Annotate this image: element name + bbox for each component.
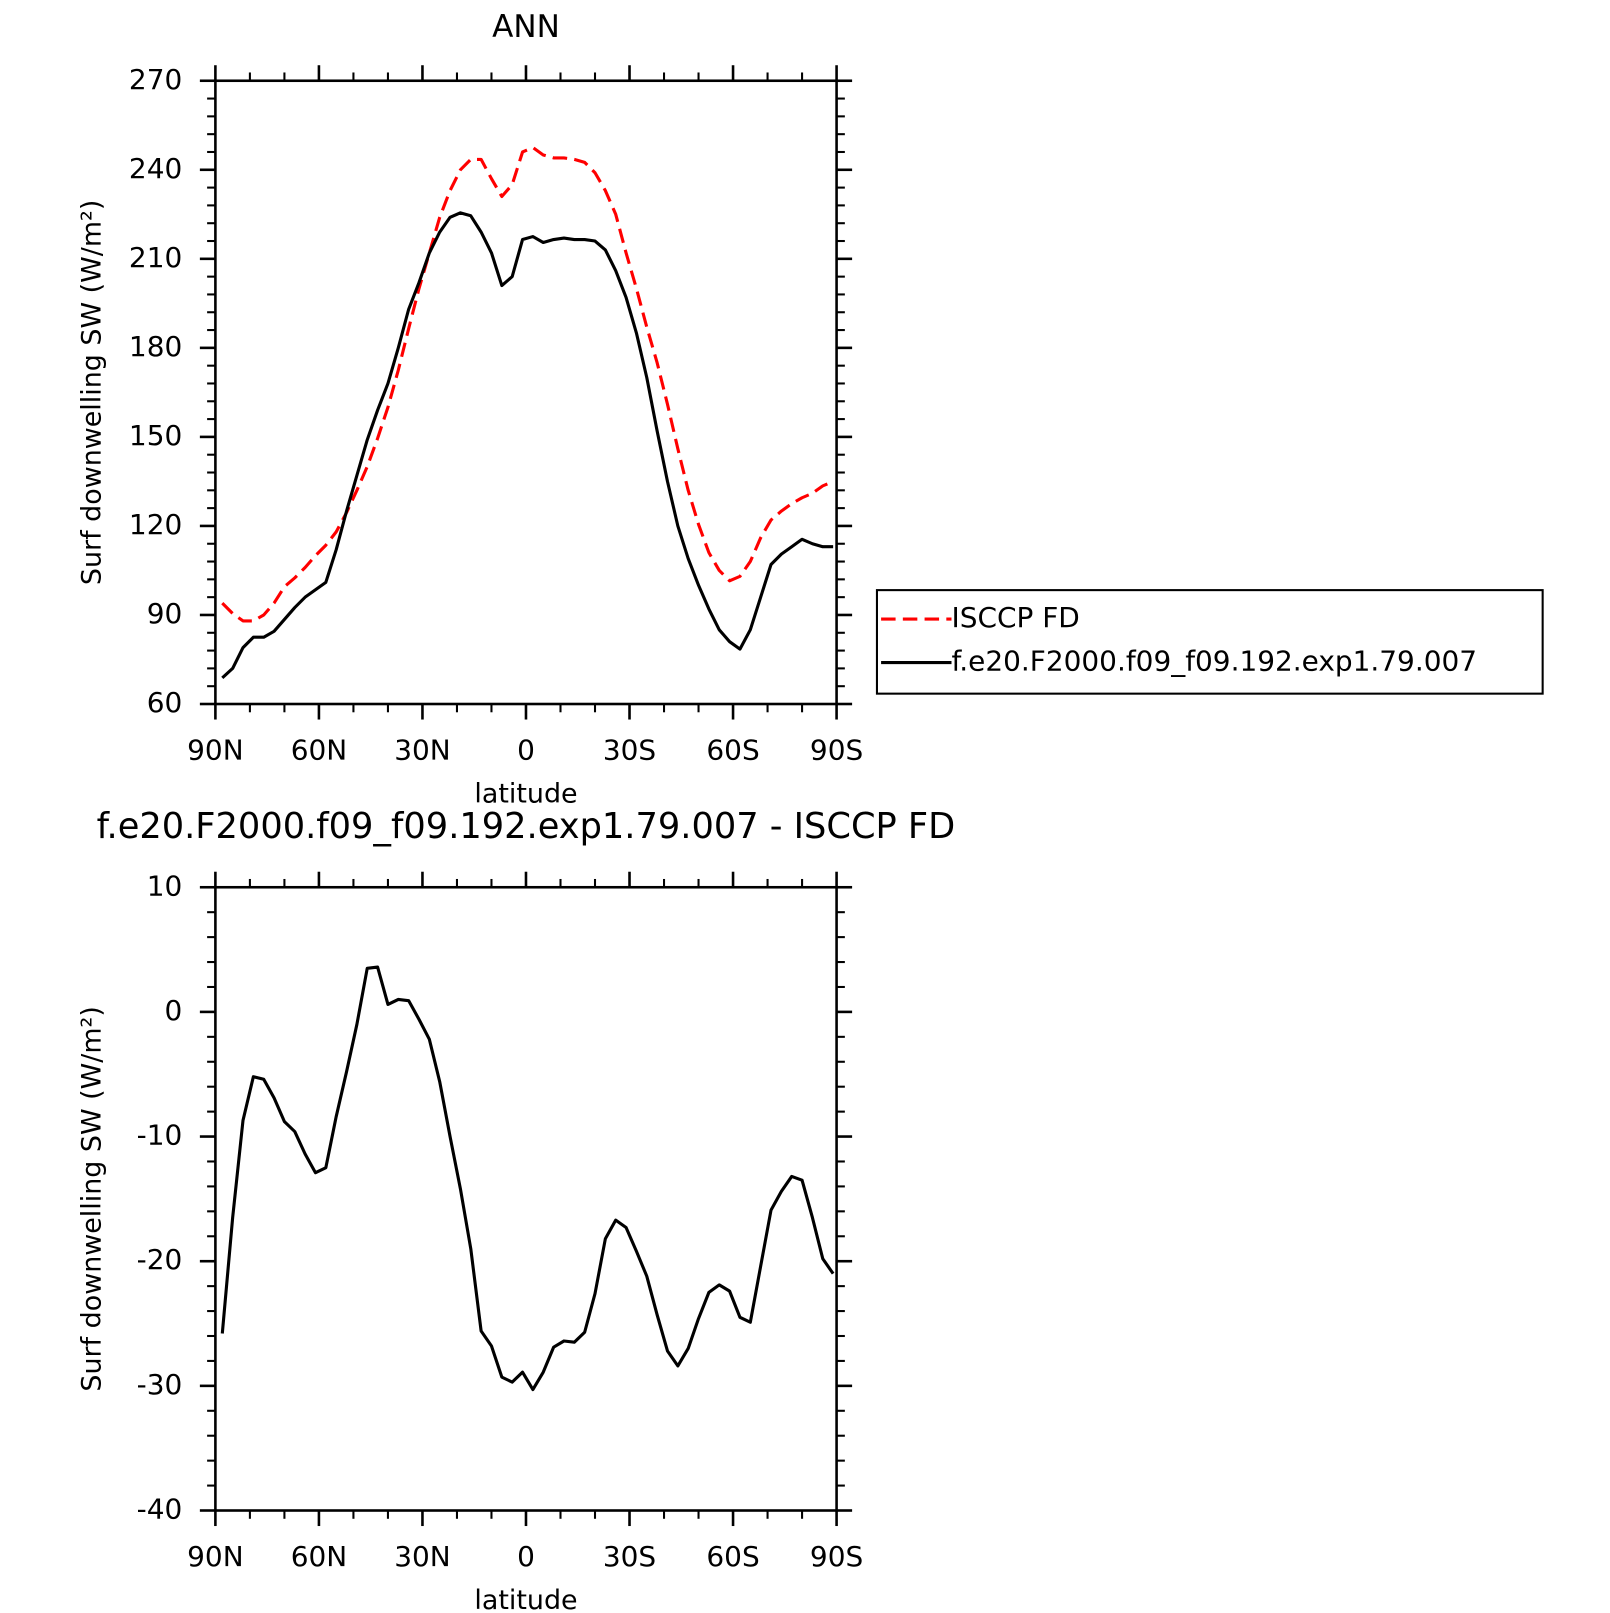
y-tick-label: 60 [147, 686, 183, 719]
y-axis-label: Surf downwelling SW (W/m²) [77, 200, 108, 585]
legend-box [875, 589, 1544, 695]
x-axis-label: latitude [474, 779, 577, 810]
y-tick-label: -40 [137, 1493, 183, 1526]
y-tick-label: 180 [129, 330, 182, 363]
legend-label: f.e20.F2000.f09_f09.192.exp1.79.007 [951, 645, 1477, 678]
x-tick-label: 60S [706, 734, 759, 767]
x-tick-label: 30S [603, 734, 656, 767]
y-tick-label: 150 [129, 419, 182, 452]
x-tick-label: 60N [291, 734, 347, 767]
y-tick-label: 0 [164, 994, 182, 1027]
y-tick-label: 10 [147, 869, 183, 902]
plot-frame [214, 79, 838, 706]
data-line [221, 145, 834, 623]
x-tick-label: 90N [187, 1540, 243, 1573]
chart-title: f.e20.F2000.f09_f09.192.exp1.79.007 - IS… [97, 806, 956, 847]
plot-frame [214, 885, 838, 1512]
y-tick-label: 210 [129, 241, 182, 274]
y-axis-label: Surf downwelling SW (W/m²) [77, 1006, 108, 1391]
legend-label: ISCCP FD [951, 601, 1079, 634]
x-axis-label: latitude [474, 1585, 577, 1613]
x-tick-label: 90S [810, 734, 863, 767]
x-tick-label: 60S [706, 1540, 759, 1573]
x-tick-label: 30N [394, 734, 450, 767]
x-tick-label: 90S [810, 1540, 863, 1573]
x-tick-label: 30N [394, 1540, 450, 1573]
y-tick-label: -10 [137, 1119, 183, 1152]
chart-title: ANN [492, 9, 560, 45]
y-tick-label: -30 [137, 1368, 183, 1401]
x-tick-label: 90N [187, 734, 243, 767]
data-line [220, 965, 835, 1392]
x-tick-label: 30S [603, 1540, 656, 1573]
x-tick-label: 0 [517, 1540, 535, 1573]
x-tick-label: 0 [517, 734, 535, 767]
y-tick-label: -20 [137, 1243, 183, 1276]
y-tick-label: 270 [129, 63, 182, 96]
x-tick-label: 60N [291, 1540, 347, 1573]
y-tick-label: 240 [129, 152, 182, 185]
data-line [221, 211, 834, 680]
y-tick-label: 120 [129, 508, 182, 541]
y-tick-label: 90 [147, 597, 183, 630]
